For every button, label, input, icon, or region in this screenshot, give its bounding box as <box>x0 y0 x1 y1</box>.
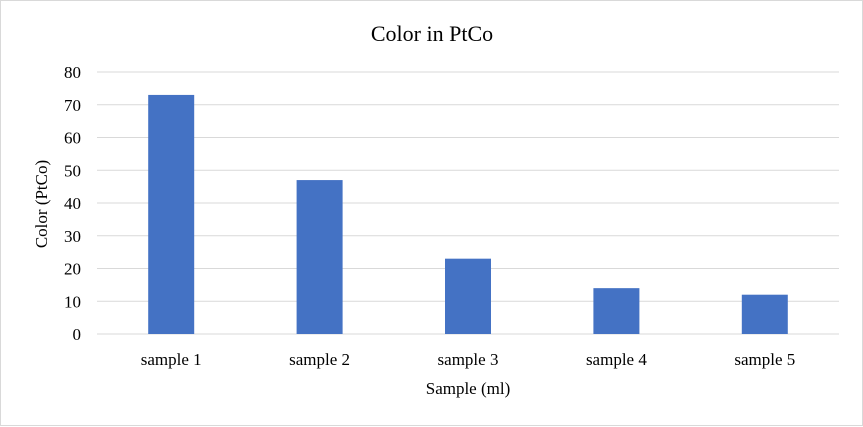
y-tick-label: 10 <box>64 292 81 311</box>
bar-sample-2 <box>296 180 343 334</box>
chart-title: Color in PtCo <box>371 21 493 46</box>
x-tick-label: sample 5 <box>734 350 795 369</box>
x-tick-label: sample 2 <box>289 350 350 369</box>
y-tick-label: 40 <box>64 194 81 213</box>
x-tick-label: sample 3 <box>438 350 499 369</box>
x-axis-label: Sample (ml) <box>426 379 511 398</box>
y-tick-label: 0 <box>73 325 82 344</box>
x-tick-label: sample 4 <box>586 350 647 369</box>
y-tick-label: 30 <box>64 227 81 246</box>
y-axis-ticks: 0 10 20 30 40 50 60 70 80 <box>64 63 81 344</box>
gridlines <box>97 71 839 335</box>
x-axis-ticks: sample 1 sample 2 sample 3 sample 4 sample 5 <box>141 350 796 369</box>
y-tick-label: 70 <box>64 96 81 115</box>
y-tick-label: 60 <box>64 129 81 148</box>
bar-sample-4 <box>593 288 640 334</box>
y-tick-label: 20 <box>64 260 81 279</box>
bar-sample-5 <box>741 294 788 334</box>
bars <box>148 94 788 334</box>
bar-sample-1 <box>148 94 195 334</box>
y-tick-label: 80 <box>64 63 81 82</box>
x-tick-label: sample 1 <box>141 350 202 369</box>
bar-sample-3 <box>445 258 491 334</box>
y-axis-label: Color (PtCo) <box>32 160 51 248</box>
y-tick-label: 50 <box>64 161 81 180</box>
